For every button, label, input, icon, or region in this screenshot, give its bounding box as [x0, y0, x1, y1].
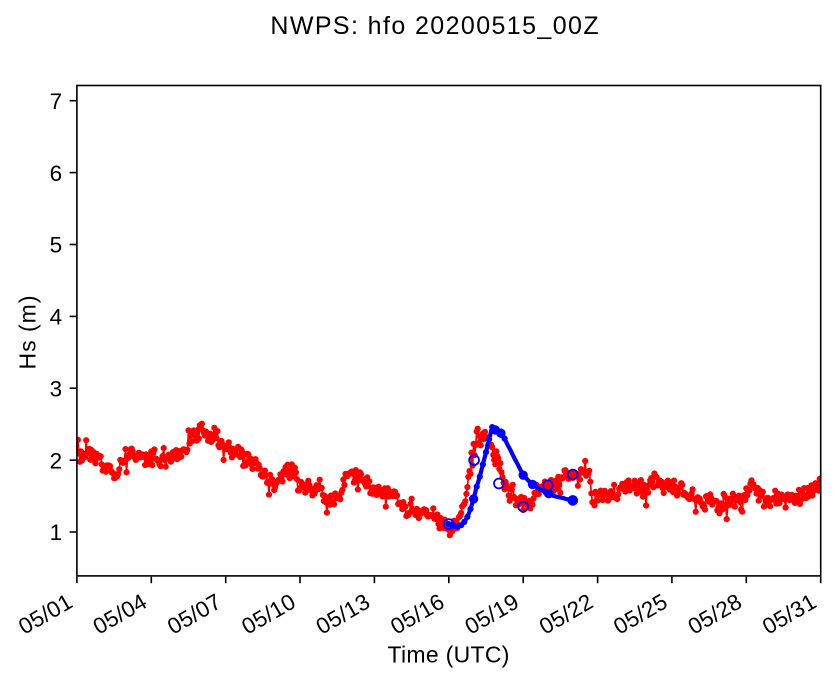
svg-text:3: 3: [50, 376, 63, 401]
svg-text:2: 2: [50, 448, 63, 473]
svg-text:6: 6: [50, 161, 63, 186]
svg-text:7: 7: [50, 89, 63, 114]
svg-text:Time (UTC): Time (UTC): [387, 642, 509, 668]
svg-text:4: 4: [50, 305, 63, 330]
svg-text:1: 1: [50, 520, 63, 545]
svg-text:5: 5: [50, 233, 63, 258]
svg-text:Hs (m): Hs (m): [15, 295, 41, 370]
svg-text:NWPS: hfo 20200515_00Z: NWPS: hfo 20200515_00Z: [270, 12, 600, 40]
